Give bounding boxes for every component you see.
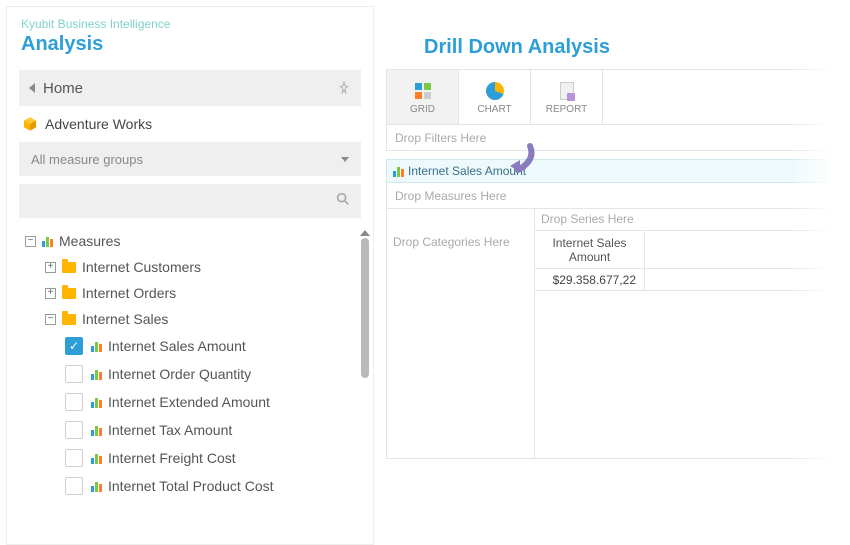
selected-measure-label: Internet Sales Amount [408,164,526,178]
measure-icon [91,452,102,464]
tree-item-internet-freight-cost[interactable]: Internet Freight Cost [15,444,367,472]
tree-folder-internet-customers[interactable]: + Internet Customers [15,254,367,280]
drop-series-label: Drop Series Here [541,212,634,226]
caret-down-icon [341,157,349,162]
grid-column-header[interactable]: Internet Sales Amount [535,231,645,268]
page-title: Drill Down Analysis [386,6,850,69]
drop-series-zone[interactable]: Drop Series Here [535,209,850,231]
grid-view-button[interactable]: GRID [387,70,459,124]
scroll-up-icon [360,230,370,236]
pie-chart-icon [486,82,504,100]
measure-icon [393,165,404,177]
tree-item-label: Internet Tax Amount [108,422,232,438]
checkbox-unchecked[interactable] [65,393,83,411]
database-row[interactable]: Adventure Works [7,110,373,136]
view-toolbar: GRID CHART REPORT [386,69,850,125]
checkbox-checked[interactable]: ✓ [65,337,83,355]
drop-measures-label: Drop Measures Here [395,189,506,203]
measure-group-selected: All measure groups [31,152,143,167]
selected-measure-chip[interactable]: Internet Sales Amount [386,159,850,183]
checkbox-unchecked[interactable] [65,421,83,439]
tree-item-internet-total-product-cost[interactable]: Internet Total Product Cost [15,472,367,500]
drop-categories-zone[interactable]: Drop Categories Here [387,209,535,458]
tree-item-label: Internet Order Quantity [108,366,251,382]
tree-item-label: Internet Extended Amount [108,394,270,410]
checkbox-unchecked[interactable] [65,449,83,467]
search-icon [335,191,351,212]
grid-data-row: $29.358.677,22 [535,269,850,291]
expand-icon[interactable]: + [45,288,56,299]
tree-item-internet-tax-amount[interactable]: Internet Tax Amount [15,416,367,444]
tree-folder-internet-sales[interactable]: − Internet Sales [15,306,367,332]
tree-folder-internet-orders[interactable]: + Internet Orders [15,280,367,306]
measure-icon [91,368,102,380]
grid-icon [415,83,431,99]
drop-measures-zone[interactable]: Drop Measures Here [386,183,850,209]
tree-folder-label: Internet Orders [82,285,176,301]
grid-header-row: Internet Sales Amount [535,231,850,269]
drop-filters-label: Drop Filters Here [395,131,486,145]
drop-categories-label: Drop Categories Here [393,235,510,249]
measures-icon [42,235,53,247]
tree-scrollbar[interactable] [357,230,373,544]
sidebar: Kyubit Business Intelligence Analysis Ho… [6,6,374,545]
tree-item-label: Internet Total Product Cost [108,478,274,494]
home-label: Home [43,80,83,97]
pin-icon[interactable] [337,80,351,97]
brand-product: Kyubit Business Intelligence [7,7,373,33]
tree-item-internet-sales-amount[interactable]: ✓ Internet Sales Amount [15,332,367,360]
drop-filters-zone[interactable]: Drop Filters Here [386,125,850,151]
tree-folder-label: Internet Sales [82,311,168,327]
scroll-thumb[interactable] [361,238,369,378]
tree-folder-label: Internet Customers [82,259,201,275]
brand-section: Analysis [7,33,373,66]
measure-group-select[interactable]: All measure groups [19,142,361,176]
grid-view-label: GRID [410,104,435,115]
measure-icon [91,396,102,408]
report-view-button[interactable]: REPORT [531,70,603,124]
collapse-icon[interactable]: − [25,236,36,247]
measure-icon [91,480,102,492]
tree-root-measures[interactable]: − Measures [15,228,367,254]
report-view-label: REPORT [546,104,588,115]
expand-icon[interactable]: + [45,262,56,273]
checkbox-unchecked[interactable] [65,477,83,495]
measures-tree: − Measures + Internet Customers + Intern… [7,226,373,544]
grid-value-cell: $29.358.677,22 [535,269,645,290]
folder-icon [62,262,76,273]
main-panel: Drill Down Analysis GRID CHART REPORT Dr… [374,6,850,545]
tree-root-label: Measures [59,233,120,249]
collapse-icon[interactable]: − [45,314,56,325]
tree-item-internet-order-quantity[interactable]: Internet Order Quantity [15,360,367,388]
chevron-left-icon [29,83,35,93]
home-breadcrumb[interactable]: Home [19,70,361,106]
chart-view-button[interactable]: CHART [459,70,531,124]
database-name: Adventure Works [45,116,152,132]
checkbox-unchecked[interactable] [65,365,83,383]
tree-item-label: Internet Freight Cost [108,450,236,466]
search-input[interactable] [19,184,361,218]
tree-item-internet-extended-amount[interactable]: Internet Extended Amount [15,388,367,416]
cube-icon [21,116,39,132]
folder-icon [62,314,76,325]
chart-view-label: CHART [477,104,511,115]
report-icon [560,82,574,100]
tree-item-label: Internet Sales Amount [108,338,246,354]
data-grid: Drop Categories Here Drop Series Here In… [386,209,850,459]
measure-icon [91,424,102,436]
folder-icon [62,288,76,299]
measure-icon [91,340,102,352]
